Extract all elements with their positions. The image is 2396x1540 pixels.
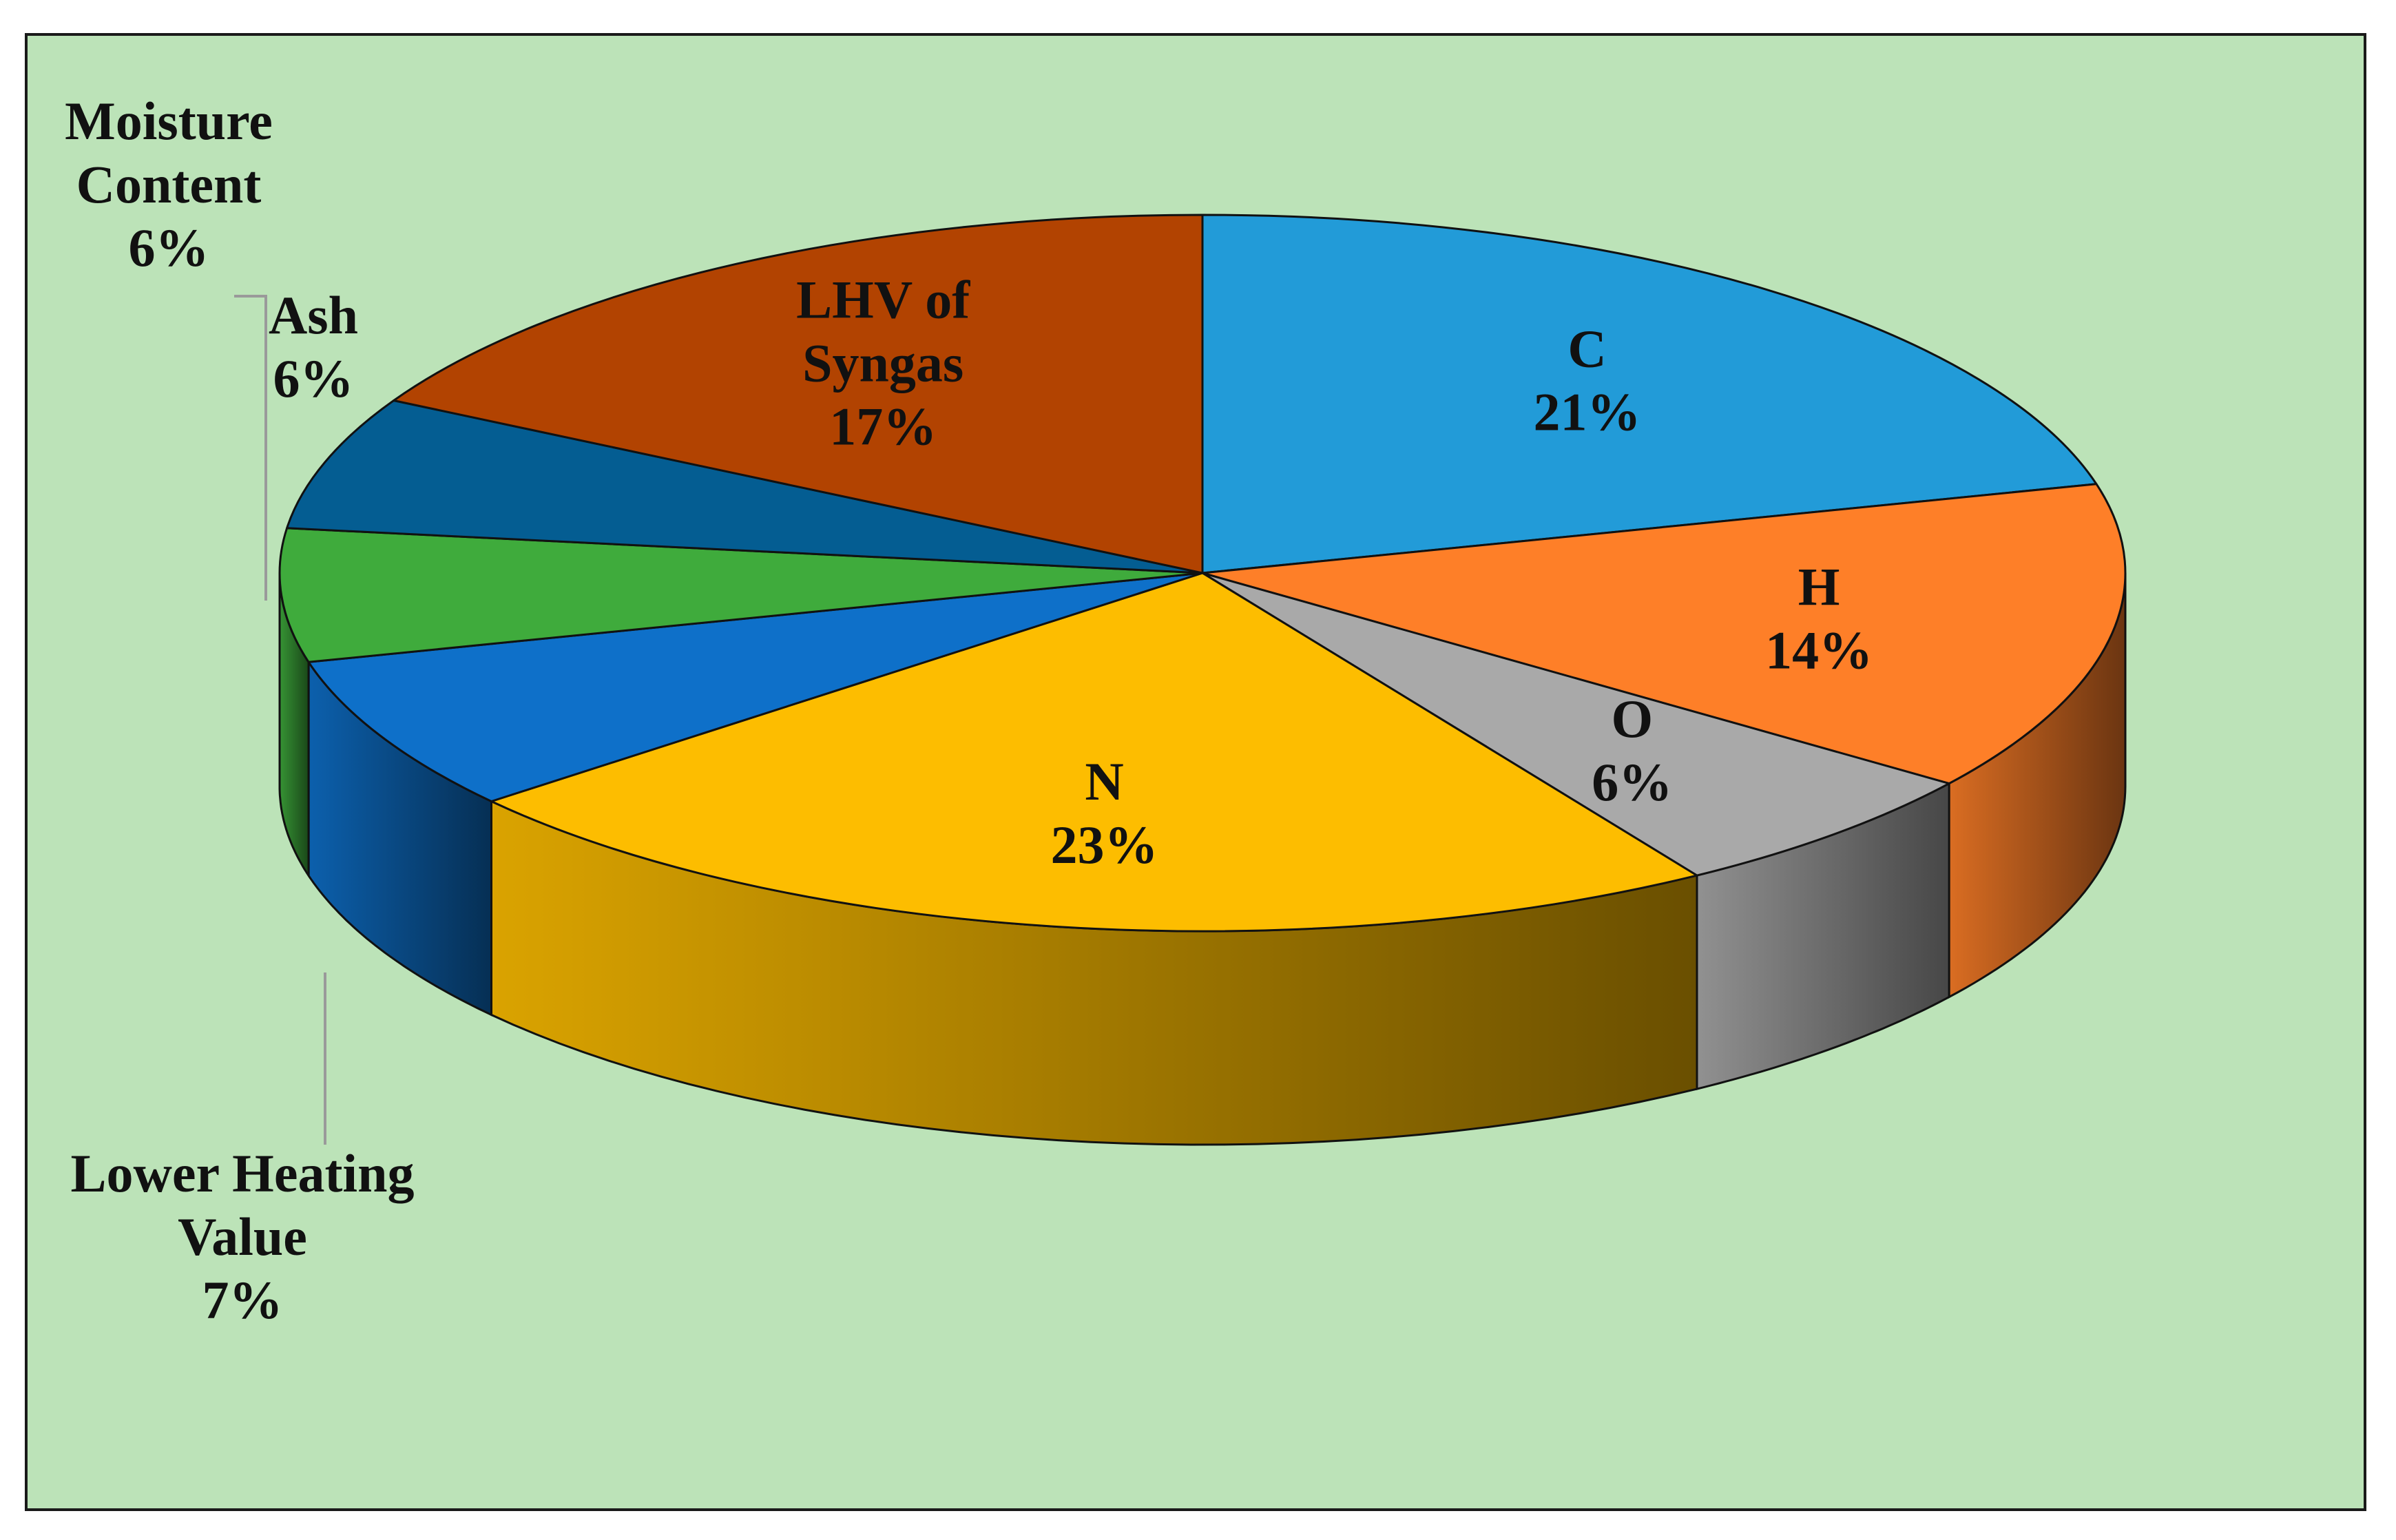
pie-slice-ash xyxy=(286,399,1204,574)
slice-label-line: 17% xyxy=(829,397,937,457)
slice-label-line: LHV of xyxy=(796,270,970,330)
slice-label-line: 6% xyxy=(129,218,209,278)
slice-label-line: Content xyxy=(76,154,262,214)
pie-slice-h xyxy=(1201,483,2127,785)
pie-side-layer xyxy=(278,572,2127,1146)
slice-label-line: Ash xyxy=(269,285,358,345)
slice-label-line: Moisture xyxy=(65,91,273,151)
slice-label-line: Syngas xyxy=(802,333,963,393)
slice-label-line: 6% xyxy=(273,348,354,408)
slice-label-line: N xyxy=(1085,751,1123,811)
slice-label-line: H xyxy=(1798,556,1840,616)
slice-label-ash: Ash 6% xyxy=(269,285,358,408)
leader-line-layer xyxy=(234,295,326,1145)
slice-label-lhv-of-syngas: LHV of Syngas 17% xyxy=(796,270,970,457)
slice-label-lower-heating-value: Lower Heating Value 7% xyxy=(70,1143,414,1330)
chart-frame: C 21% H 14% O 6% N 23% Lower Heating Value 7% Moist… xyxy=(25,33,2366,1511)
slice-label-moisture-content: Moisture Content 6% xyxy=(65,91,273,278)
slice-label-n: N 23% xyxy=(1051,751,1158,875)
leader-line-moisture-content xyxy=(234,295,267,601)
pie-slice-lower-heating-value xyxy=(307,572,1204,802)
slice-label-line: 14% xyxy=(1765,620,1873,680)
slice-label-o: O 6% xyxy=(1592,689,1672,812)
slice-label-line: 21% xyxy=(1534,382,1641,442)
slice-label-layer: C 21%H 14%O 6%N 23%Lower Heating Value 7%Moist… xyxy=(65,91,1873,1330)
pie-slice-o xyxy=(1201,572,1950,877)
slice-label-line: Value xyxy=(178,1207,307,1267)
slice-label-c: C 21% xyxy=(1534,319,1641,442)
slice-label-line: 23% xyxy=(1051,815,1158,875)
slice-label-line: 7% xyxy=(202,1270,283,1330)
pie-top-layer xyxy=(278,214,2127,933)
slice-label-line: C xyxy=(1567,319,1606,379)
pie-slice-moisture-content xyxy=(278,527,1204,663)
slice-label-line: O xyxy=(1611,689,1653,749)
pie-slice-lhv-of-syngas xyxy=(393,214,1204,574)
pie-chart: C 21%H 14%O 6%N 23%Lower Heating Value 7%Moist… xyxy=(65,91,2127,1330)
pie-slice-c xyxy=(1201,214,2098,574)
slice-label-h: H 14% xyxy=(1765,556,1873,680)
slice-label-line: Lower Heating xyxy=(70,1143,414,1203)
pie-slice-n xyxy=(490,572,1698,933)
slice-label-line: 6% xyxy=(1592,752,1672,812)
